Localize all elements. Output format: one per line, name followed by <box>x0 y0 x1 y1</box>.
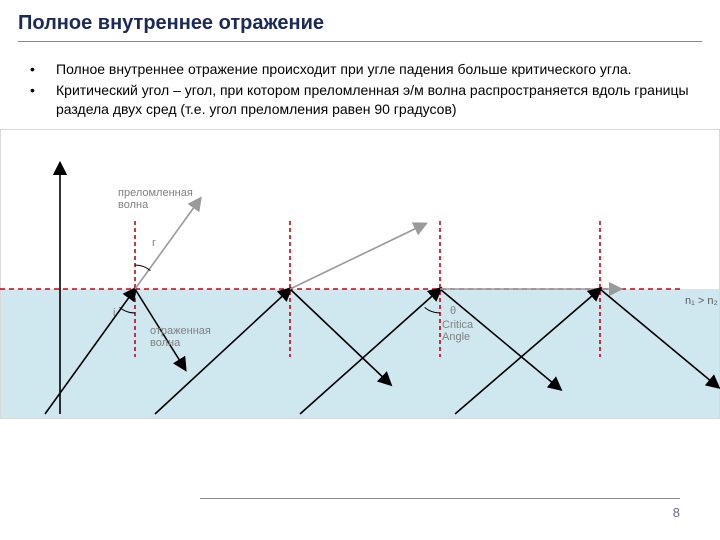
label-critical: CriticaAngle <box>442 319 473 343</box>
lower-medium <box>0 289 720 419</box>
page-title: Полное внутреннее отражение <box>0 0 720 39</box>
page-number: 8 <box>673 505 680 520</box>
refracted-ray <box>135 199 200 289</box>
label-theta: θ <box>450 305 456 317</box>
bullet-item: • Полное внутреннее отражение происходит… <box>30 60 690 79</box>
bullet-text: Полное внутреннее отражение происходит п… <box>56 60 632 79</box>
optics-diagram: n₁ > n₂ <box>0 129 720 419</box>
label-angle-r: r <box>152 237 156 249</box>
bullet-text: Критический угол – угол, при котором пре… <box>56 81 690 119</box>
bullet-item: • Критический угол – угол, при котором п… <box>30 81 690 119</box>
bullet-dot: • <box>30 81 40 119</box>
refracted-ray <box>290 224 425 289</box>
index-label: n₁ > n₂ <box>685 295 718 307</box>
label-reflected: отраженнаяволна <box>150 325 211 349</box>
label-angle-i: i <box>113 307 115 319</box>
footer-rule <box>200 498 680 499</box>
diagram-container: n₁ > n₂ преломленнаяволна r отраженнаяво… <box>0 129 720 419</box>
bullet-dot: • <box>30 60 40 79</box>
bullet-list: • Полное внутреннее отражение происходит… <box>0 42 720 119</box>
label-refracted: преломленнаяволна <box>118 187 193 211</box>
